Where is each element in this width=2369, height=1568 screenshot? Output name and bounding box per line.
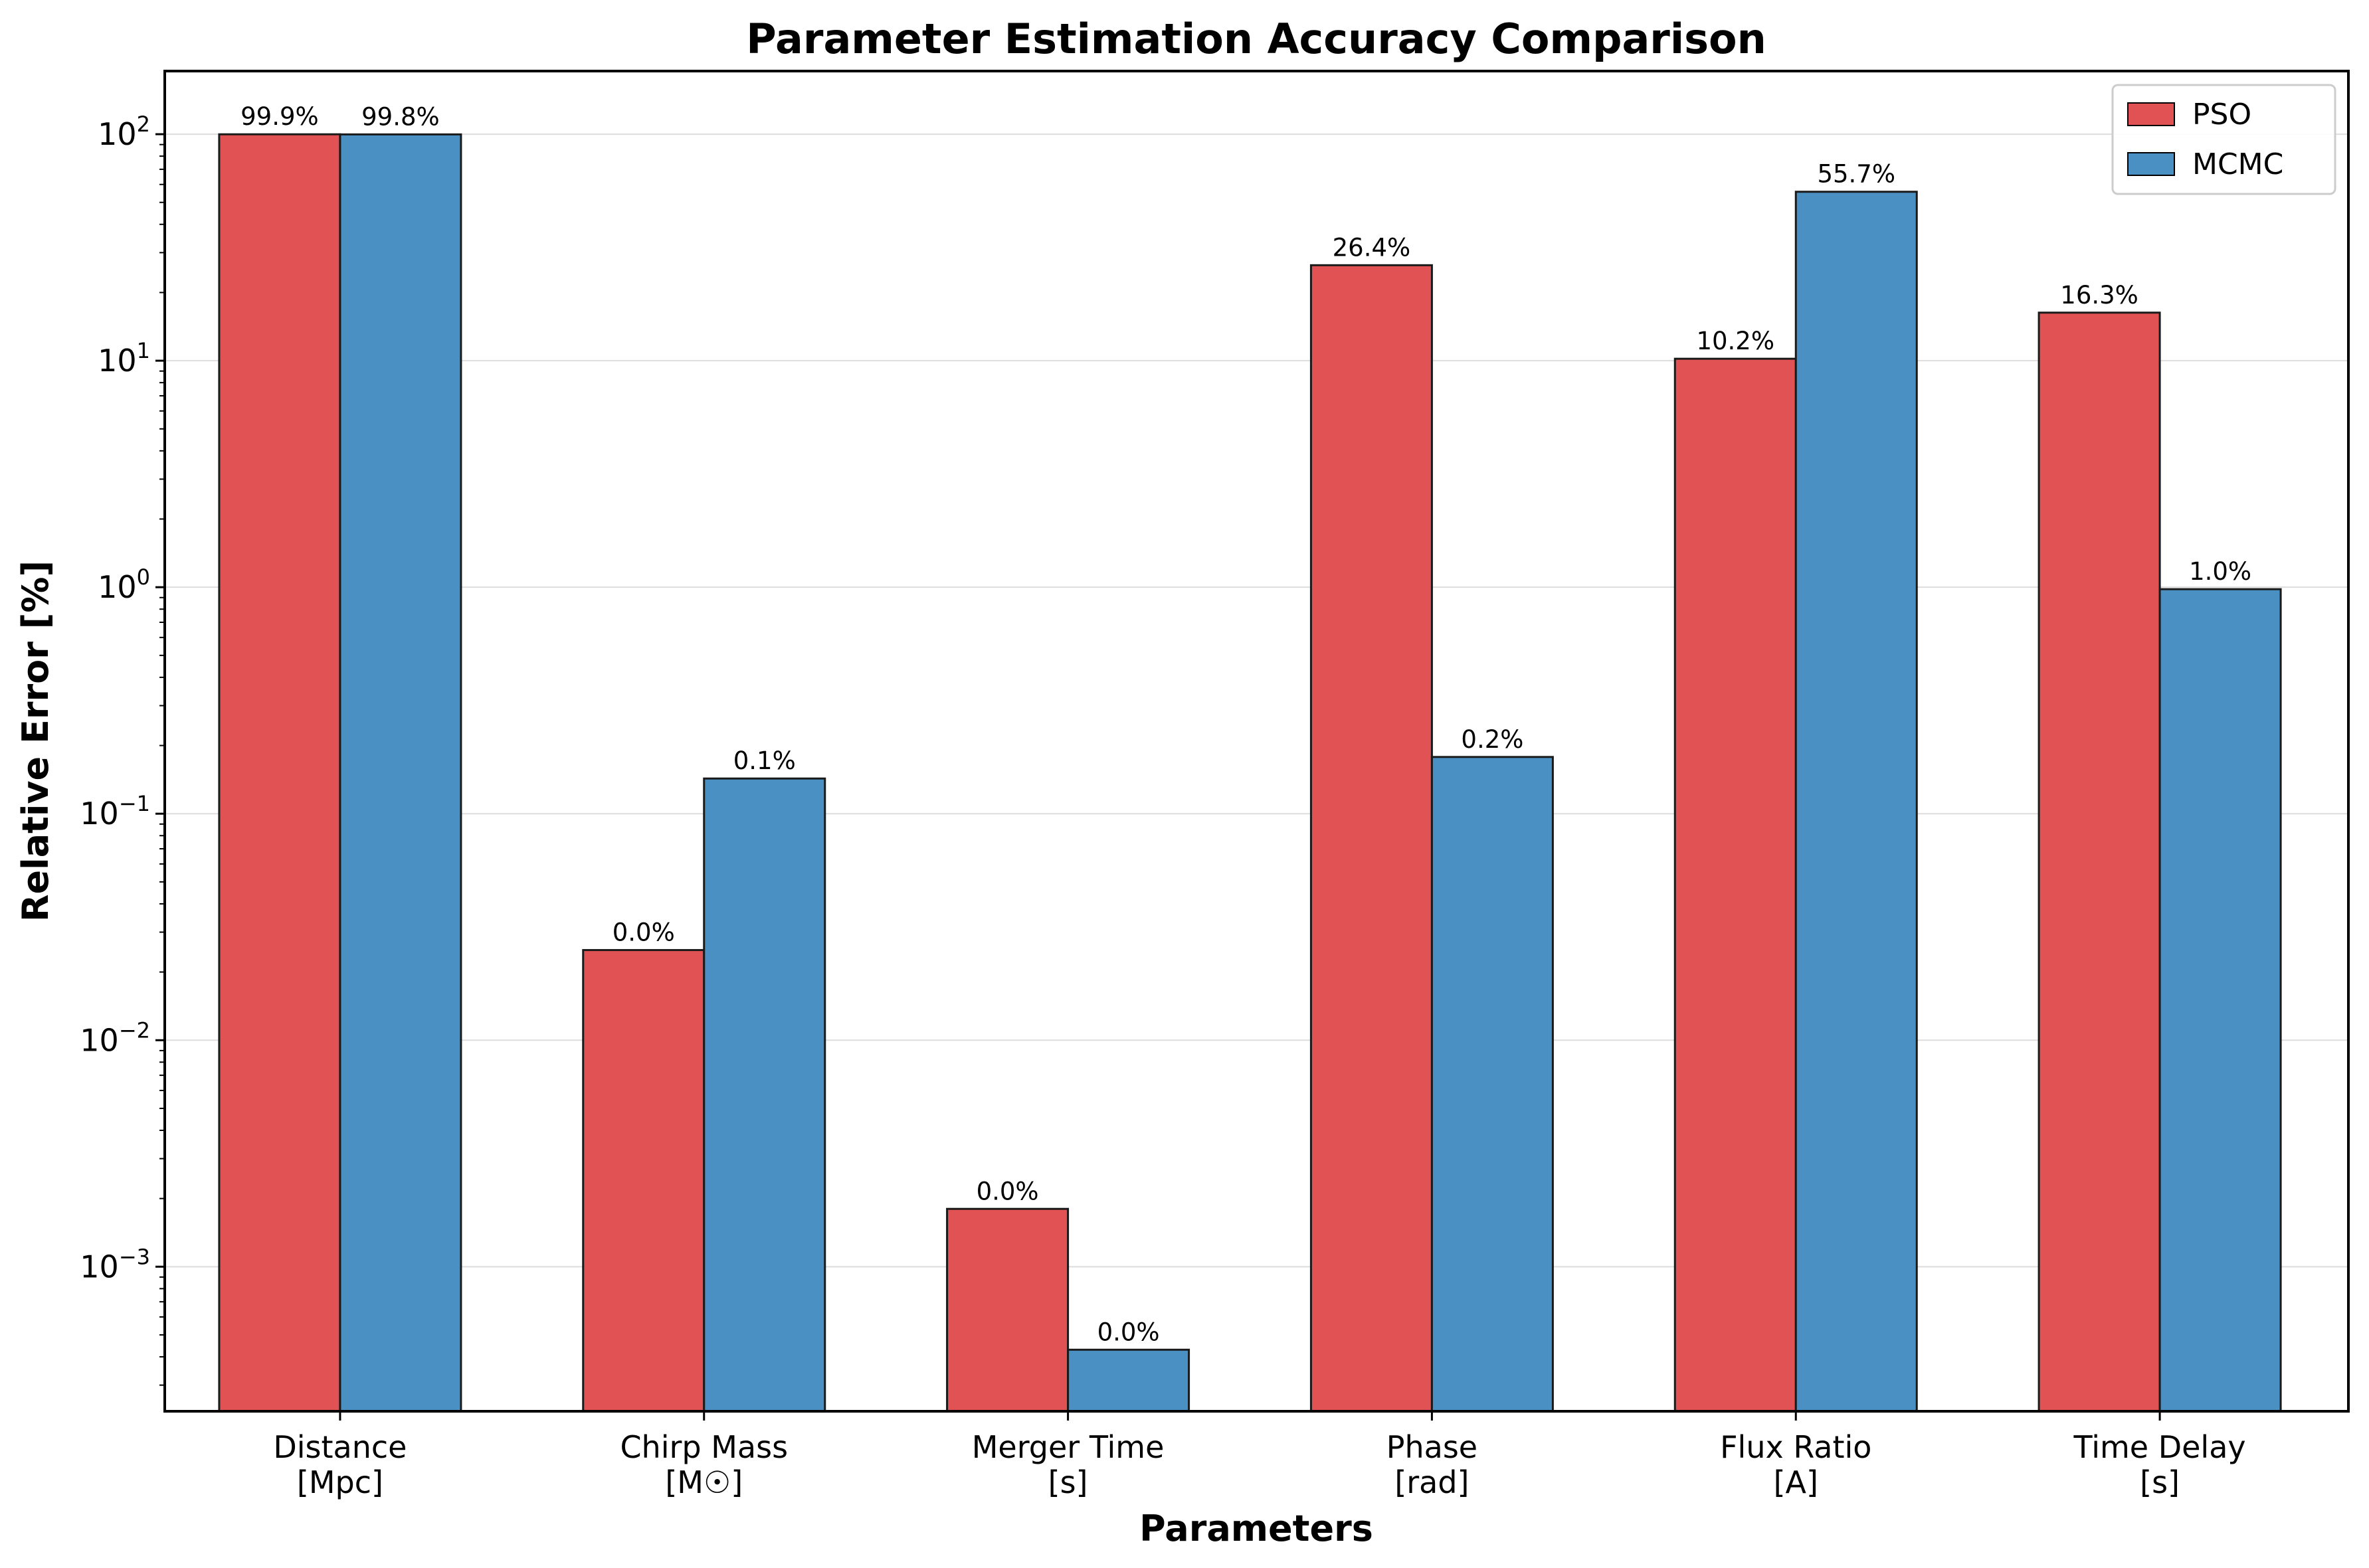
bar-pso <box>2037 311 2161 1413</box>
bar-pso <box>1309 264 1433 1413</box>
bar-mcmc <box>1430 756 1554 1413</box>
x-tick-label-unit: [A] <box>1774 1464 1818 1500</box>
chart-title: Parameter Estimation Accuracy Comparison <box>746 15 1766 63</box>
y-tick-label: 102 <box>98 112 150 152</box>
legend-swatch-pso <box>2127 102 2175 126</box>
x-tick-label: Distance <box>273 1429 407 1465</box>
data-labels: 99.9% 99.8% 0.0% 0.1% 0.0% 0.0% 26.4% 0.2% 10.2%… <box>240 102 2251 1346</box>
data-label: 0.0% <box>1097 1318 1160 1346</box>
bar-pso <box>946 1207 1070 1413</box>
x-tick-label: Flux Ratio <box>1720 1429 1871 1465</box>
x-tick-label: Time Delay <box>2073 1429 2246 1465</box>
data-label: 0.0% <box>613 918 675 947</box>
y-tick-label: 10−3 <box>80 1244 150 1284</box>
bar-mcmc <box>1067 1348 1190 1413</box>
x-axis-label: Parameters <box>1139 1508 1373 1549</box>
bars <box>218 133 2282 1413</box>
bar-mcmc <box>2158 588 2282 1413</box>
data-label: 0.2% <box>1461 725 1523 754</box>
data-label: 10.2% <box>1696 327 1774 355</box>
y-tick-label: 100 <box>98 565 150 605</box>
y-tick-label: 10−2 <box>80 1017 150 1058</box>
data-label: 0.1% <box>733 746 796 775</box>
y-tick-label: 10−1 <box>80 791 150 831</box>
data-label: 16.3% <box>2060 281 2138 309</box>
data-label: 55.7% <box>1817 160 1895 189</box>
bar-pso <box>218 133 341 1413</box>
data-label: 99.8% <box>361 102 440 131</box>
x-tick-label-unit: [rad] <box>1394 1464 1469 1500</box>
x-tick-label: Merger Time <box>972 1429 1165 1465</box>
x-tick-label-unit: [s] <box>2140 1464 2180 1500</box>
x-tick-label-unit: [s] <box>1048 1464 1088 1500</box>
data-label: 1.0% <box>2189 557 2251 586</box>
data-label: 26.4% <box>1333 233 1411 262</box>
x-tick-label-unit: [Mpc] <box>297 1464 383 1500</box>
data-label: 0.0% <box>977 1177 1039 1205</box>
plot-frame <box>163 70 2350 1413</box>
legend: PSO MCMC <box>2111 84 2336 195</box>
gridlines <box>165 133 2348 1268</box>
bar-pso <box>582 949 706 1413</box>
bar-pso <box>1673 357 1797 1413</box>
bar-mcmc <box>703 777 826 1413</box>
data-label: 99.9% <box>240 102 319 131</box>
x-tick-label: Phase <box>1386 1429 1477 1465</box>
legend-label-mcmc: MCMC <box>2192 147 2283 181</box>
bar-mcmc <box>339 133 462 1413</box>
bar-mcmc <box>1794 191 1918 1413</box>
legend-swatch-mcmc <box>2127 152 2175 176</box>
legend-label-pso: PSO <box>2192 98 2251 131</box>
x-tick-label-unit: [M☉] <box>665 1464 743 1500</box>
x-axis: Distance[Mpc]Chirp Mass[M☉]Merger Time[s… <box>273 1411 2246 1500</box>
y-tick-label: 101 <box>98 338 150 379</box>
y-axis: 102 101 100 10−1 10−2 10−3 <box>80 112 165 1386</box>
y-axis-label: Relative Error [%] <box>15 561 56 922</box>
x-tick-label: Chirp Mass <box>620 1429 788 1465</box>
